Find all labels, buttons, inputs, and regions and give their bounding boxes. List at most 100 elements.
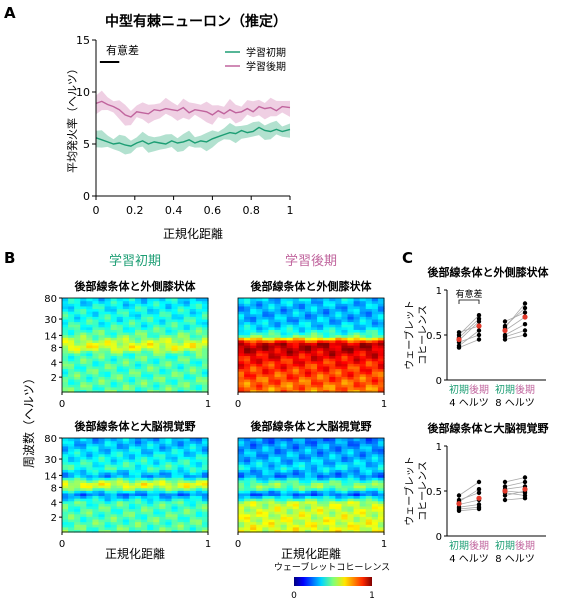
heatmap-cell [116,365,124,370]
heatmap-cell [68,482,75,486]
heatmap-cell [171,365,179,370]
heatmap-cell [165,503,173,507]
heatmap-cell [74,492,81,497]
heatmap-cell [256,500,263,504]
heatmap-cell [110,373,118,377]
heatmap-cell [195,308,203,312]
heatmap-cell [135,350,142,354]
heatmap-cell [262,376,270,380]
heatmap-cell [304,345,312,349]
heatmap-cell [268,321,276,325]
heatmap-cell [341,347,349,351]
heatmap-cell [311,461,318,465]
heatmap-cell [347,331,355,336]
heatmap-cell [262,363,270,367]
heatmap-cell [141,334,148,338]
heatmap-cell [238,487,245,491]
heatmap-cell [286,464,294,468]
heatmap-cell [171,469,179,473]
heatmap-cell [377,495,385,499]
heatmap-cell [80,477,87,481]
heatmap-cell [329,386,336,390]
heatmap-cell [317,485,324,489]
paired-line [458,314,480,336]
heatmap-cell [98,500,106,504]
heatmap-cell [268,498,276,502]
heatmap-cell [274,339,282,343]
heatmap-cell [377,334,385,338]
heatmap-cell [286,339,294,343]
heatmap-cell [238,492,245,497]
heatmap-cell [317,376,324,380]
heatmap-cell [177,313,185,317]
heatmap-cell [268,373,276,377]
heatmap-cell [189,337,197,341]
heatmap-cell [323,316,330,320]
heatmap-cell [359,308,367,312]
heatmap-cell [128,324,136,328]
heatmap-cell [128,471,136,476]
heatmap-cell [371,305,379,310]
heatmap-cell [274,350,282,354]
heatmap-cell [110,495,118,499]
heatmap-cell [98,456,106,460]
heatmap-cell [86,324,94,328]
heatmap-cell [195,451,203,455]
heatmap-cell [250,518,257,523]
heatmap-cell [80,363,87,367]
heatmap-cell [62,360,69,364]
heatmap-cell [195,389,203,393]
heatmap-cell [183,303,191,307]
heatmap-cell [274,443,282,447]
heatmap-cell [347,321,355,325]
heatmap-cell [128,487,136,491]
heatmap-cell [359,443,367,447]
heatmap-cell [86,305,94,310]
heatmap-cell [86,376,94,380]
heatmap-cell [353,308,361,312]
heatmap-cell [116,350,124,354]
heatmap-cell [128,350,136,354]
heatmap-cell [165,464,173,468]
heatmap-cell [183,381,191,385]
heatmap-cell [268,505,276,510]
heatmap-cell [98,518,106,523]
heatmap-cell [165,300,173,304]
heatmap-cell [353,381,361,385]
heatmap-cell [183,363,191,367]
heatmap-cell [347,378,355,383]
heatmap-cell [250,524,257,528]
heatmap-cell [110,464,118,468]
heatmap-cell [141,469,148,473]
heatmap-cell [244,500,251,504]
heatmap-cell [365,524,373,528]
heatmap-cell [298,329,306,333]
heatmap-cell [292,378,300,383]
heatmap-cell [329,495,336,499]
heatmap-cell [135,518,142,523]
heatmap-cell [159,516,167,520]
heatmap-cell [110,384,118,388]
heatmap-cell [177,355,185,359]
heatmap-cell [341,334,349,338]
heatmap-cell [317,329,324,333]
heatmap-cell [147,300,154,304]
heatmap-cell [122,513,130,517]
heatmap-cell [286,331,294,336]
heatmap-cell [195,381,203,385]
heatmap-cell [195,363,203,367]
heatmap-cell [195,352,203,357]
heatmap-cell [371,384,379,388]
paired-line [504,492,526,496]
heatmap-cell [341,386,349,390]
heatmap-cell [311,451,318,455]
heatmap-cell [377,505,385,510]
heatmap-cell [256,329,263,333]
heatmap-cell [122,311,130,315]
heatmap-cell [250,498,257,502]
heatmap-cell [286,342,294,346]
heatmap-cell [292,316,300,320]
heatmap-cell [262,474,270,478]
heatmap-cell [304,384,312,388]
heatmap-cell [292,443,300,447]
